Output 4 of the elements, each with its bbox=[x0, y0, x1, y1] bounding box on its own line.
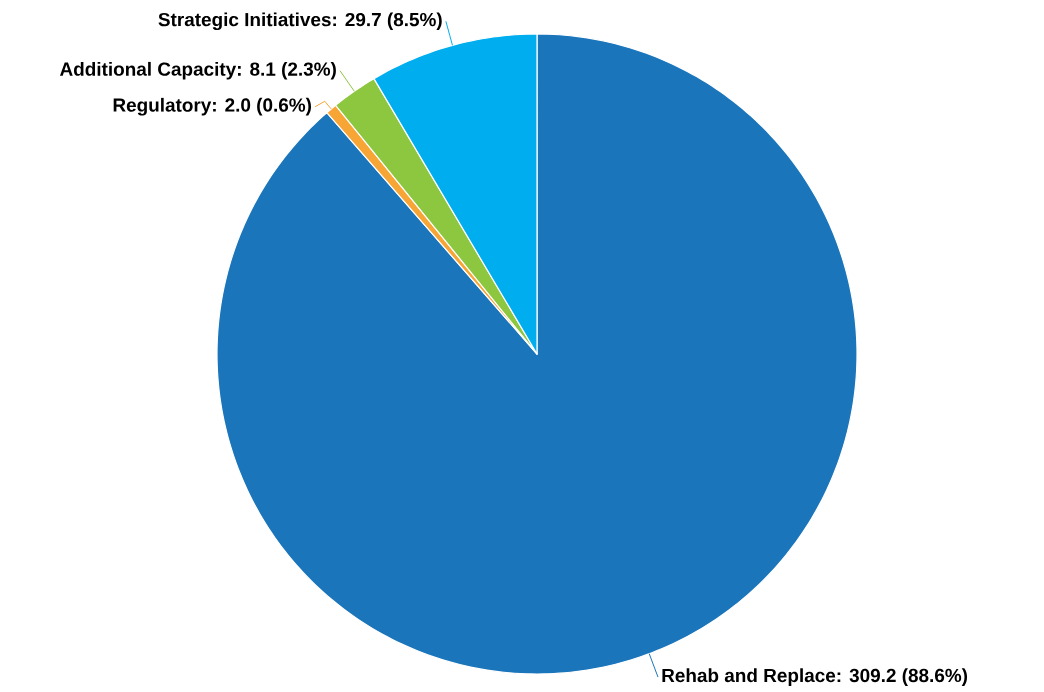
slice-label: Rehab and Replace: 309.2 (88.6%) bbox=[662, 668, 968, 686]
slice-label: Additional Capacity: 8.1 (2.3%) bbox=[59, 61, 336, 80]
slice-label: Strategic Initiatives: 29.7 (8.5%) bbox=[158, 12, 442, 31]
slice-label: Regulatory: 2.0 (0.6%) bbox=[113, 97, 311, 116]
